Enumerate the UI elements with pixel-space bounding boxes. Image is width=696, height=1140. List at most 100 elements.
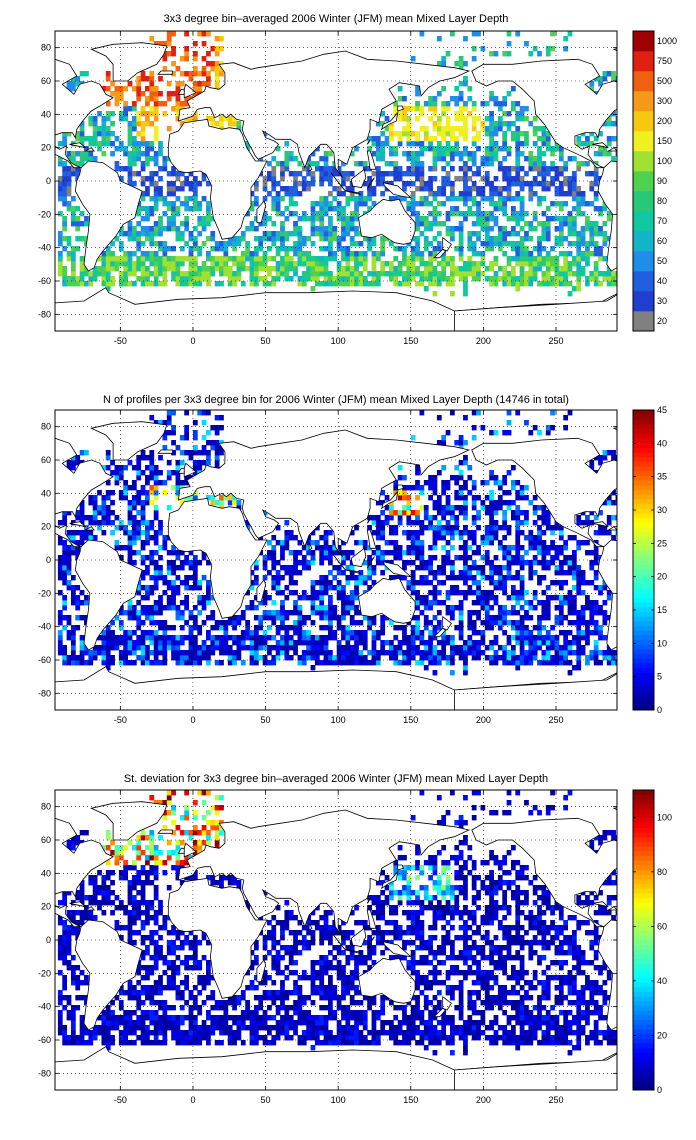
bin-cell [402,181,407,187]
bin-cell [463,211,468,217]
bin-cell [471,171,477,177]
bin-cell [127,131,133,137]
bin-cell [441,256,447,262]
bin-cell [563,640,569,646]
bin-cell [389,161,394,167]
bin-cell [145,535,150,541]
bin-cell [393,655,399,661]
bin-cell [297,655,303,661]
bin-cell [79,131,85,137]
bin-cell [428,495,433,501]
bin-cell [232,121,237,127]
bin-cell [66,620,72,626]
bin-cell [140,620,146,626]
bin-cell [310,221,316,227]
bin-cell [397,246,403,252]
bin-cell [598,131,603,137]
bin-cell [515,146,521,152]
bin-cell [162,261,168,267]
bin-cell [153,126,159,132]
bin-cell [476,166,481,172]
bin-cell [219,126,224,132]
bin-cell [197,86,203,92]
bin-cell [454,490,460,496]
bin-cell [576,585,582,591]
bin-cell [419,575,425,581]
bin-cell [323,206,329,212]
bin-cell [393,106,399,112]
bin-cell [580,575,586,581]
bin-cell [506,186,512,192]
bin-cell [319,181,325,187]
bin-cell [489,565,494,571]
bin-cell [471,136,477,142]
bin-cell [449,226,455,232]
bin-cell [310,216,316,222]
bin-cell [484,161,490,167]
bin-cell [489,236,494,242]
bin-cell [554,580,560,586]
bin-cell [240,236,246,242]
bin-cell [367,565,372,571]
bin-cell [149,635,155,641]
bin-cell [136,640,142,646]
bin-cell [280,161,285,167]
bin-cell [354,620,359,626]
bin-cell [306,156,311,162]
bin-cell [593,246,599,252]
bin-cell [515,520,521,526]
bin-cell [118,91,124,97]
bin-cell [105,276,111,282]
bin-cell [145,480,150,486]
bin-cell [415,156,420,162]
bin-cell [145,191,150,197]
bin-cell [175,106,181,112]
bin-cell [306,650,311,656]
bin-cell [245,630,250,636]
bin-cell [306,256,311,262]
bin-cell [375,545,381,551]
y-tick-label: -60 [38,276,51,286]
bin-cell [197,231,203,237]
bin-cell [406,500,412,506]
bin-cell [101,131,107,137]
bin-cell [480,480,486,486]
bin-cell [262,276,268,282]
bin-cell [367,281,372,287]
bin-cell [70,206,76,212]
bin-cell [528,635,534,641]
bin-cell [419,550,425,556]
bin-cell [571,241,577,247]
bin-cell [497,236,503,242]
bin-cell [153,605,159,611]
bin-cell [484,625,490,631]
bin-cell [219,425,224,431]
coastline [380,490,399,510]
bin-cell [162,580,168,586]
bin-cell [537,550,542,556]
bin-cell [105,520,111,526]
bin-cell [192,176,198,182]
bin-cell [458,226,464,232]
colorbar-frame [632,30,655,332]
bin-cell [110,635,115,641]
bin-cell [541,171,547,177]
bin-cell [105,261,111,267]
bin-cell [493,555,499,561]
bin-cell [480,46,486,52]
bin-cell [515,191,521,197]
bin-cell [454,211,460,217]
bin-cell [554,655,560,661]
bin-cell [158,76,163,82]
bin-cell [214,71,220,77]
bin-cell [127,600,133,606]
bin-cell [449,670,455,676]
bin-cell [606,211,612,217]
bin-cell [585,246,590,252]
bin-cell [384,495,390,501]
bin-cell [545,281,551,287]
grid-lines [55,31,617,331]
bin-cell [567,231,573,237]
bin-cell [506,655,512,661]
bin-cell [389,515,394,521]
